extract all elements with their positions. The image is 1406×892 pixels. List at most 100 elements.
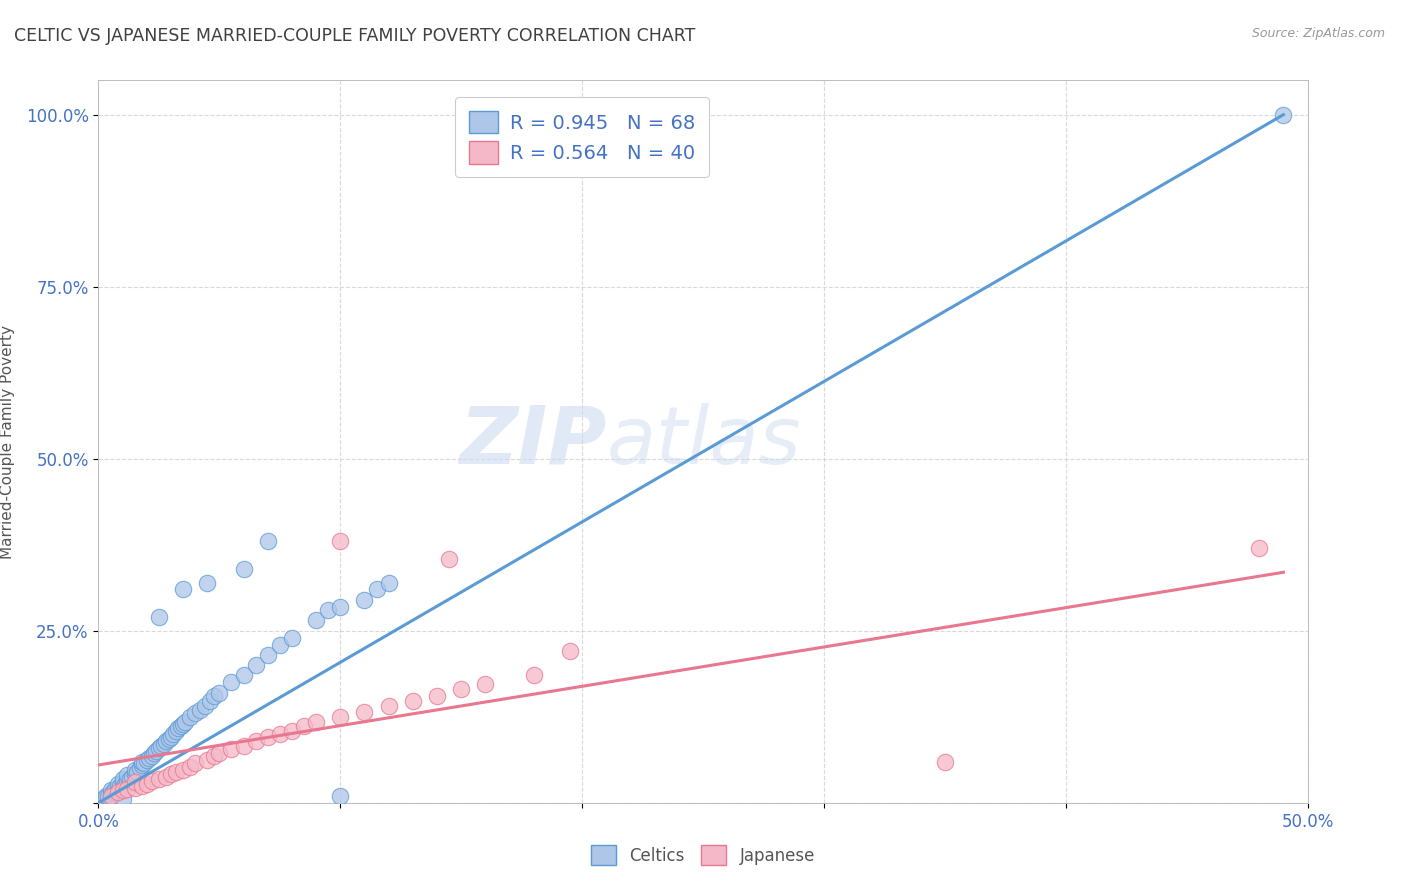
Point [117, 782, 139, 797]
Point [329, 534, 352, 549]
Point [329, 710, 352, 724]
Point [162, 727, 184, 741]
Point [104, 782, 127, 797]
Point [127, 764, 149, 779]
Point [155, 734, 177, 748]
Point [523, 668, 546, 682]
Point [138, 751, 160, 765]
Point [292, 719, 315, 733]
Point [124, 775, 146, 789]
Point [184, 706, 207, 721]
Point [114, 776, 136, 790]
Point [157, 732, 180, 747]
Point [1272, 108, 1295, 122]
Point [172, 763, 194, 777]
Point [134, 756, 156, 770]
Point [150, 739, 173, 754]
Point [135, 753, 157, 767]
Point [107, 780, 129, 795]
Legend: R = 0.945   N = 68, R = 0.564   N = 40: R = 0.945 N = 68, R = 0.564 N = 40 [456, 97, 709, 178]
Point [204, 689, 226, 703]
Point [316, 603, 339, 617]
Point [353, 705, 375, 719]
Point [232, 739, 254, 754]
Point [135, 776, 157, 790]
Point [155, 770, 177, 784]
Point [245, 658, 267, 673]
Point [160, 767, 183, 781]
Point [366, 582, 388, 597]
Point [172, 716, 194, 731]
Point [131, 779, 153, 793]
Text: atlas: atlas [606, 402, 801, 481]
Point [208, 746, 231, 760]
Point [256, 731, 278, 745]
Point [167, 722, 190, 736]
Point [165, 764, 187, 779]
Point [221, 675, 243, 690]
Point [111, 772, 134, 786]
Point [174, 714, 197, 729]
Text: CELTIC VS JAPANESE MARRIED-COUPLE FAMILY POVERTY CORRELATION CHART: CELTIC VS JAPANESE MARRIED-COUPLE FAMILY… [14, 27, 696, 45]
Point [353, 592, 375, 607]
Point [152, 737, 174, 751]
Point [111, 792, 134, 806]
Point [100, 789, 122, 803]
Point [1249, 541, 1271, 556]
Point [169, 719, 191, 733]
Point [281, 631, 304, 645]
Point [128, 761, 150, 775]
Point [165, 723, 187, 738]
Point [179, 710, 201, 724]
Point [188, 703, 211, 717]
Point [111, 775, 134, 789]
Point [121, 770, 143, 784]
Point [232, 562, 254, 576]
Point [91, 792, 114, 806]
Point [281, 723, 304, 738]
Point [245, 734, 267, 748]
Point [100, 783, 122, 797]
Point [198, 694, 221, 708]
Point [141, 773, 163, 788]
Text: ZIP: ZIP [458, 402, 606, 481]
Point [148, 772, 170, 786]
Point [329, 789, 352, 803]
Point [305, 614, 328, 628]
Point [117, 768, 139, 782]
Point [172, 582, 194, 597]
Point [94, 789, 117, 803]
Point [221, 742, 243, 756]
Point [148, 610, 170, 624]
Point [195, 575, 218, 590]
Point [934, 755, 956, 769]
Point [179, 760, 201, 774]
Point [118, 772, 141, 786]
Point [256, 534, 278, 549]
Point [145, 744, 167, 758]
Point [148, 740, 170, 755]
Point [305, 714, 328, 729]
Point [195, 753, 218, 767]
Point [131, 758, 153, 772]
Point [377, 575, 399, 590]
Point [269, 638, 291, 652]
Point [426, 689, 449, 703]
Point [141, 749, 163, 764]
Point [124, 780, 146, 795]
Point [437, 551, 460, 566]
Point [474, 677, 496, 691]
Point [232, 668, 254, 682]
Point [184, 756, 207, 770]
Point [208, 686, 231, 700]
Text: Source: ZipAtlas.com: Source: ZipAtlas.com [1251, 27, 1385, 40]
Point [160, 731, 183, 745]
Point [377, 699, 399, 714]
Point [100, 788, 122, 802]
Point [558, 644, 581, 658]
Point [204, 749, 226, 764]
Point [450, 682, 472, 697]
Point [97, 789, 120, 803]
Point [124, 763, 146, 777]
Point [194, 699, 217, 714]
